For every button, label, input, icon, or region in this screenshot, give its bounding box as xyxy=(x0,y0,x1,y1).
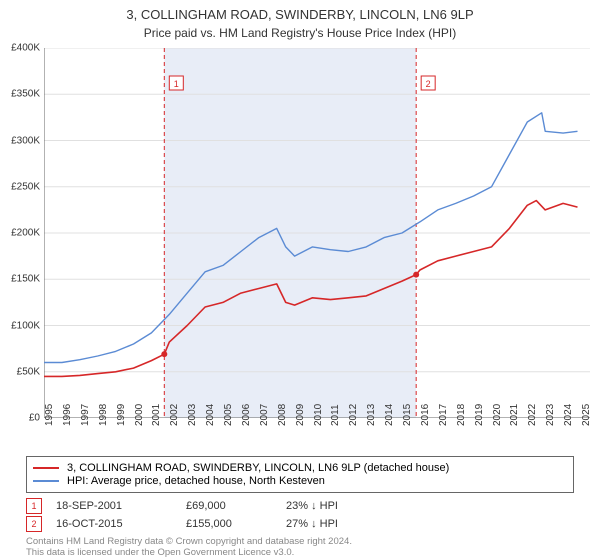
x-tick-label: 2025 xyxy=(581,404,600,426)
legend-swatch xyxy=(33,467,59,469)
event-price: £69,000 xyxy=(186,500,286,512)
svg-text:2: 2 xyxy=(426,79,431,89)
attribution: Contains HM Land Registry data © Crown c… xyxy=(26,536,574,559)
y-tick-label: £350K xyxy=(2,89,40,100)
event-marker: 2 xyxy=(26,516,42,532)
attribution-line-1: Contains HM Land Registry data © Crown c… xyxy=(26,536,574,547)
y-tick-label: £100K xyxy=(2,320,40,331)
legend-label: HPI: Average price, detached house, Nort… xyxy=(67,475,325,487)
y-tick-label: £200K xyxy=(2,228,40,239)
y-tick-label: £300K xyxy=(2,135,40,146)
attribution-line-2: This data is licensed under the Open Gov… xyxy=(26,547,574,558)
y-tick-label: £50K xyxy=(2,366,40,377)
event-date: 18-SEP-2001 xyxy=(56,500,186,512)
legend-label: 3, COLLINGHAM ROAD, SWINDERBY, LINCOLN, … xyxy=(67,462,449,474)
chart-subtitle: Price paid vs. HM Land Registry's House … xyxy=(0,24,600,40)
y-tick-label: £400K xyxy=(2,43,40,54)
y-tick-label: £150K xyxy=(2,274,40,285)
event-date: 16-OCT-2015 xyxy=(56,518,186,530)
events-table: 1 18-SEP-2001£69,00023% ↓ HPI 2 16-OCT-2015… xyxy=(26,496,574,534)
legend: 3, COLLINGHAM ROAD, SWINDERBY, LINCOLN, … xyxy=(26,456,574,493)
event-row: 1 18-SEP-2001£69,00023% ↓ HPI xyxy=(26,498,574,514)
y-tick-label: £0 xyxy=(2,413,40,424)
event-row: 2 16-OCT-2015£155,00027% ↓ HPI xyxy=(26,516,574,532)
legend-swatch xyxy=(33,480,59,482)
y-tick-label: £250K xyxy=(2,181,40,192)
line-chart: 12 xyxy=(44,48,590,418)
event-price: £155,000 xyxy=(186,518,286,530)
legend-item: HPI: Average price, detached house, Nort… xyxy=(33,475,567,487)
legend-item: 3, COLLINGHAM ROAD, SWINDERBY, LINCOLN, … xyxy=(33,462,567,474)
event-marker: 1 xyxy=(26,498,42,514)
event-delta: 27% ↓ HPI xyxy=(286,518,416,530)
chart-area: 12 £0£50K£100K£150K£200K£250K£300K£350K£… xyxy=(44,48,590,418)
event-delta: 23% ↓ HPI xyxy=(286,500,416,512)
chart-title: 3, COLLINGHAM ROAD, SWINDERBY, LINCOLN, … xyxy=(0,0,600,24)
svg-text:1: 1 xyxy=(174,79,179,89)
